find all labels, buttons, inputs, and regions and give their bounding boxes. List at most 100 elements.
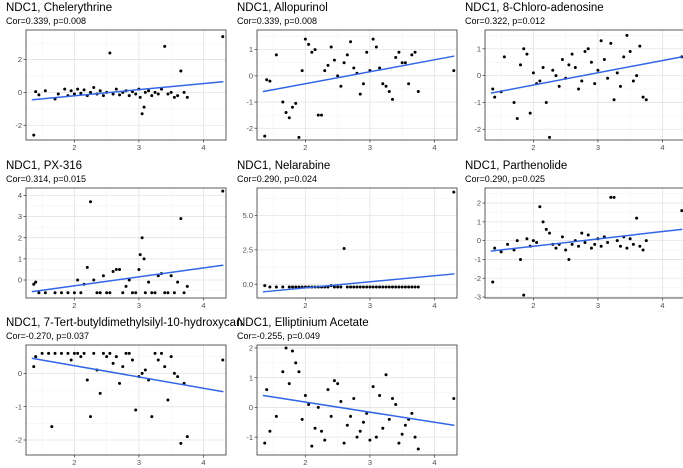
data-point: [79, 355, 83, 359]
trend-line: [31, 357, 224, 393]
data-point: [76, 87, 80, 91]
data-point: [89, 90, 93, 94]
data-point: [166, 398, 170, 402]
data-point: [570, 242, 574, 246]
data-point: [130, 358, 134, 362]
data-point: [85, 378, 89, 382]
data-point: [410, 285, 414, 289]
data-point: [560, 58, 564, 62]
data-point: [349, 414, 353, 418]
data-point: [336, 74, 340, 78]
data-point: [596, 68, 600, 72]
data-point: [56, 92, 60, 96]
data-point: [287, 382, 291, 386]
x-tick-label: 2: [72, 143, 76, 152]
plot-border: [25, 29, 227, 141]
data-point: [32, 365, 36, 369]
data-point: [606, 241, 610, 245]
data-point: [397, 285, 401, 289]
data-point: [531, 239, 535, 243]
panel-correlation: Cor=0.322, p=0.012: [465, 16, 546, 26]
data-point: [371, 385, 375, 389]
data-point: [290, 285, 294, 289]
data-point: [89, 200, 93, 204]
data-point: [176, 375, 180, 379]
y-tick-label: 1: [477, 44, 481, 53]
data-point: [101, 94, 105, 98]
data-point: [185, 435, 189, 439]
y-tick-label: -1: [15, 402, 22, 411]
data-point: [410, 53, 414, 57]
data-point: [265, 388, 269, 392]
data-point: [378, 285, 382, 289]
scatter-plot: 2 3 4 -2 -1 0 1: [246, 29, 458, 152]
data-point: [274, 414, 278, 418]
data-point: [69, 358, 73, 362]
y-tick-label: 3: [18, 212, 22, 221]
data-point: [140, 371, 144, 375]
data-point: [101, 274, 105, 278]
data-point: [156, 92, 160, 96]
y-tick-label: 1: [477, 217, 481, 226]
x-tick-label: 3: [368, 458, 372, 467]
data-point: [342, 61, 346, 65]
x-tick-label: 2: [531, 301, 535, 310]
data-point: [615, 239, 619, 243]
trend-line: [490, 228, 683, 252]
data-point: [172, 371, 176, 375]
trend-line: [31, 264, 224, 293]
data-point: [390, 397, 394, 401]
data-point: [618, 84, 622, 88]
data-point: [153, 351, 157, 355]
y-tick-label: -2: [15, 121, 22, 130]
data-point: [169, 274, 173, 278]
y-tick-label: 1: [249, 373, 253, 382]
data-point: [268, 79, 272, 83]
data-point: [641, 95, 645, 99]
data-point: [303, 37, 307, 41]
data-point: [644, 98, 648, 102]
data-point: [303, 394, 307, 398]
data-point: [397, 441, 401, 445]
data-point: [43, 291, 47, 295]
data-point: [159, 351, 163, 355]
data-point: [124, 351, 128, 355]
y-tick-label: 0: [477, 71, 481, 80]
data-point: [92, 351, 96, 355]
data-point: [512, 100, 516, 104]
x-tick-label: 4: [432, 143, 436, 152]
data-point: [554, 246, 558, 250]
x-tick-label: 4: [201, 458, 205, 467]
data-point: [374, 45, 378, 49]
x-tick-label: 2: [72, 301, 76, 310]
data-point: [349, 285, 353, 289]
data-point: [515, 239, 519, 243]
y-tick-label: 0: [18, 88, 22, 97]
data-point: [365, 411, 369, 415]
data-point: [143, 90, 147, 94]
data-point: [281, 100, 285, 104]
data-point: [378, 394, 382, 398]
y-tick-label: 2: [477, 199, 481, 208]
data-point: [593, 242, 597, 246]
data-point: [410, 411, 414, 415]
data-point: [118, 267, 122, 271]
x-tick-label: 3: [596, 301, 600, 310]
data-point: [320, 429, 324, 433]
data-point: [111, 270, 115, 274]
data-point: [397, 50, 401, 54]
data-point: [416, 285, 420, 289]
plot-border: [256, 344, 458, 456]
data-point: [34, 355, 38, 359]
data-point: [313, 48, 317, 52]
data-point: [294, 361, 298, 365]
y-tick-label: 0: [18, 369, 22, 378]
data-point: [387, 285, 391, 289]
data-point: [635, 74, 639, 78]
data-point: [567, 257, 571, 261]
data-point: [618, 244, 622, 248]
data-point: [176, 94, 180, 98]
data-point: [72, 291, 76, 295]
data-point: [329, 45, 333, 49]
